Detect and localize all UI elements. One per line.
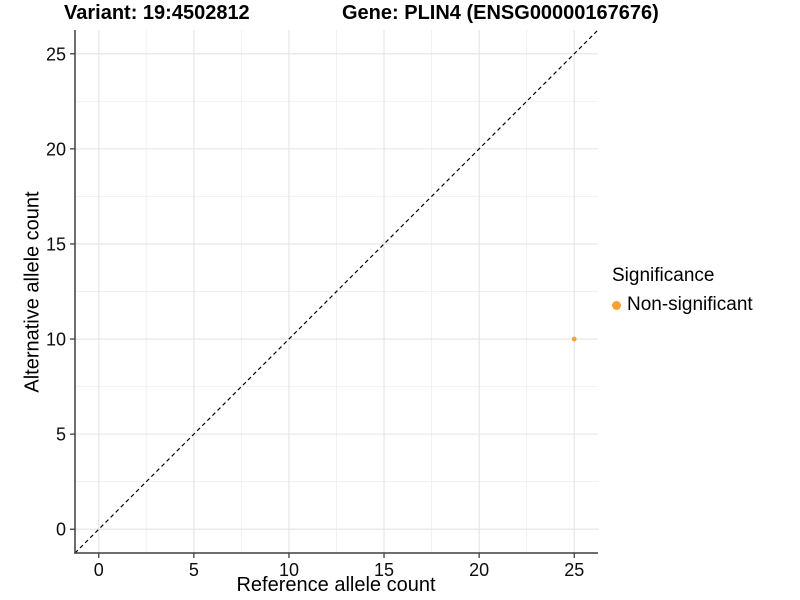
x-tick-label: 5 — [189, 560, 199, 580]
x-tick-label: 0 — [94, 560, 104, 580]
y-tick-label: 10 — [46, 330, 66, 350]
x-tick-label: 10 — [279, 560, 299, 580]
legend-entry-label: Non-significant — [627, 294, 753, 315]
legend-swatch-dot-icon — [612, 300, 621, 310]
x-tick-label: 15 — [374, 560, 394, 580]
x-tick-label: 25 — [564, 560, 584, 580]
data-point — [571, 336, 577, 342]
x-axis-title: Reference allele count — [236, 574, 436, 596]
y-tick-label: 15 — [46, 234, 66, 254]
legend-title: Significance — [612, 265, 715, 286]
plot-panel: 0 5 10 15 20 25 0 5 10 15 20 25 — [46, 29, 599, 580]
y-tick-label: 20 — [46, 139, 66, 159]
legend: Significance Non-significant — [612, 265, 753, 316]
legend-entry: Non-significant — [612, 294, 753, 316]
x-tick-label: 20 — [469, 560, 489, 580]
y-tick-label: 25 — [46, 44, 66, 64]
plot-title-gene: Gene: PLIN4 (ENSG00000167676) — [342, 2, 659, 24]
identity-line — [74, 29, 599, 554]
y-tick-label: 0 — [56, 520, 66, 540]
y-tick-label: 5 — [56, 425, 66, 445]
plot-title-variant: Variant: 19:4502812 — [64, 2, 250, 24]
